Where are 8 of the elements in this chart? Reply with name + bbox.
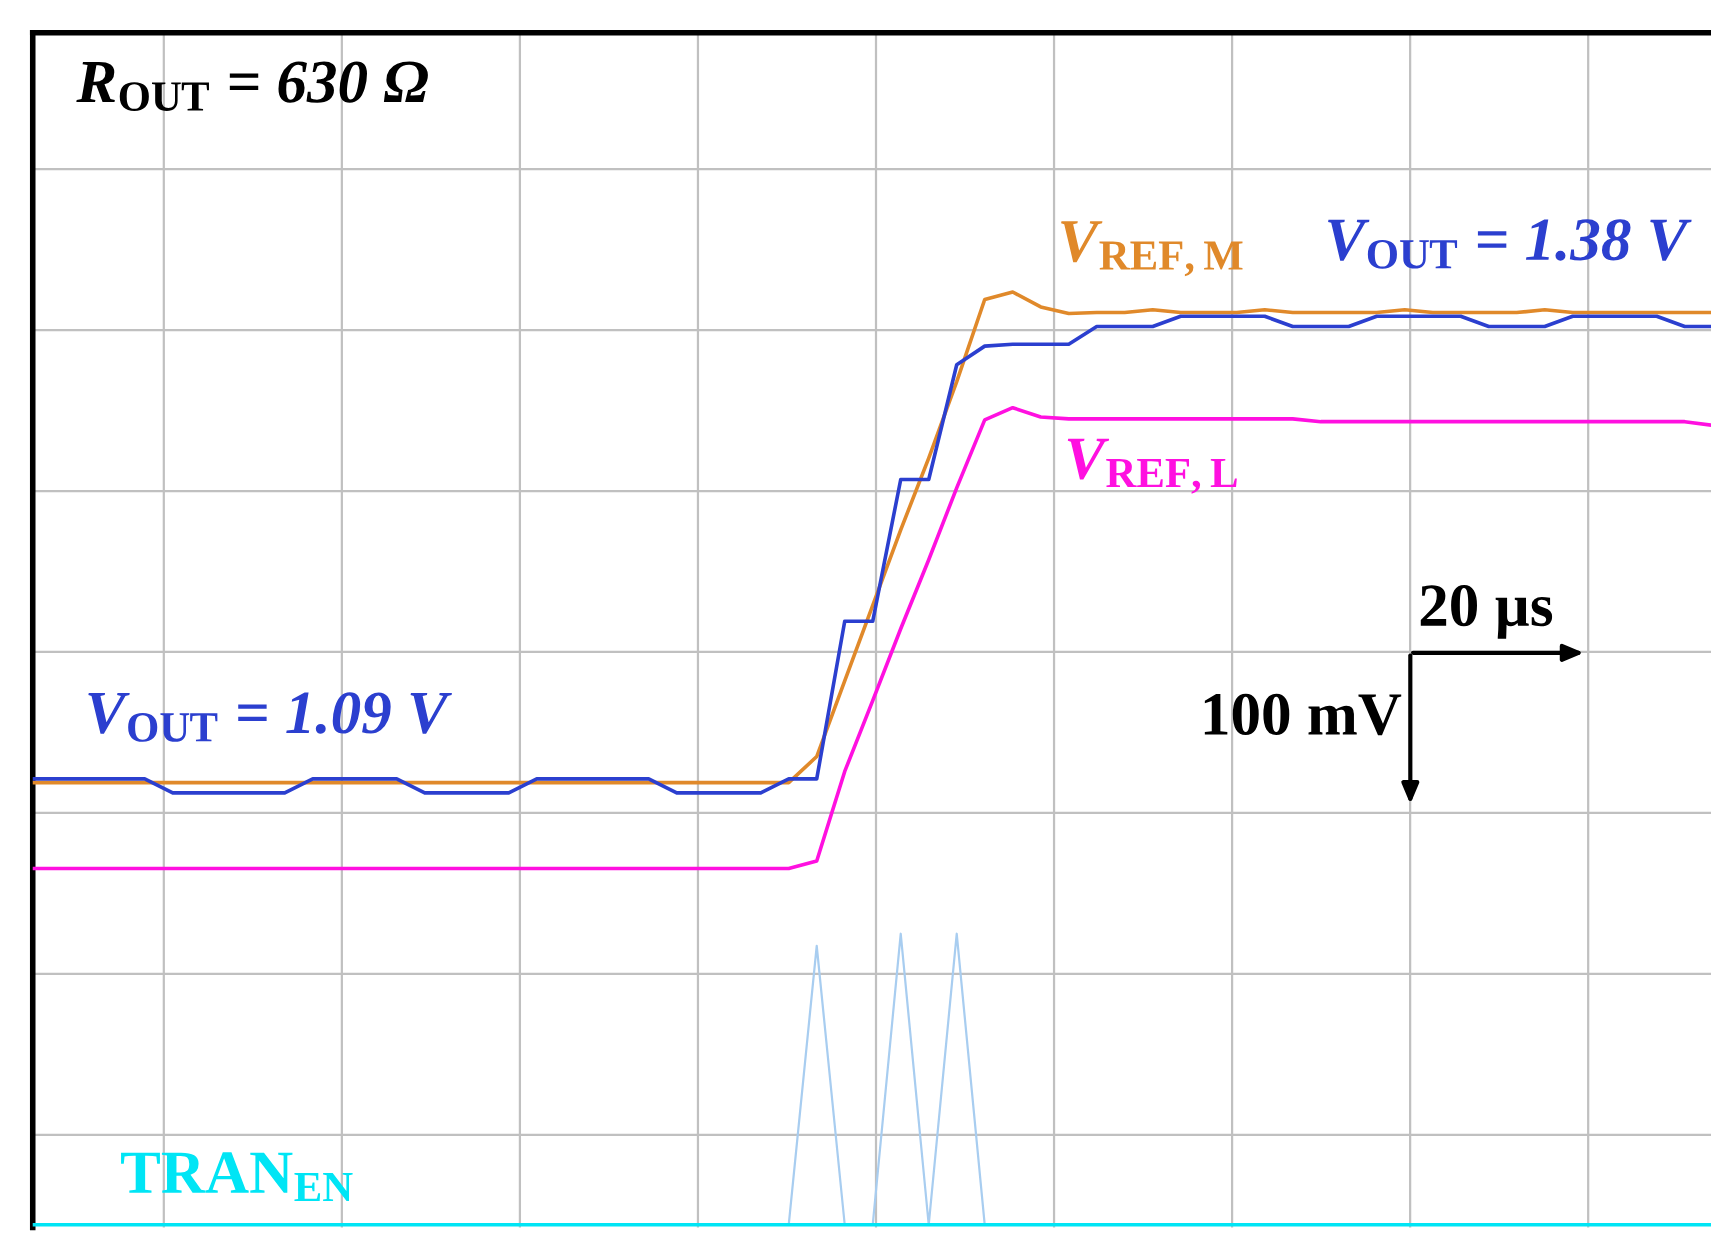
annotation: V$_{OUT}$ = 1.09 V xyxy=(88,692,452,742)
series-label: V$_{REF,M}$ xyxy=(1061,221,1243,277)
text: R$_{OUT}$ = 630 Ω xyxy=(76,61,428,111)
annotation: 20 µs xyxy=(1420,585,1553,639)
text: V$_{OUT}$ = 1.38 V xyxy=(1328,219,1692,269)
series-label: TRAN$_{EN}$ xyxy=(121,1152,353,1202)
series-label: V$_{REF,L}$ xyxy=(1067,438,1237,494)
annotation: 100 mV xyxy=(1204,693,1402,736)
